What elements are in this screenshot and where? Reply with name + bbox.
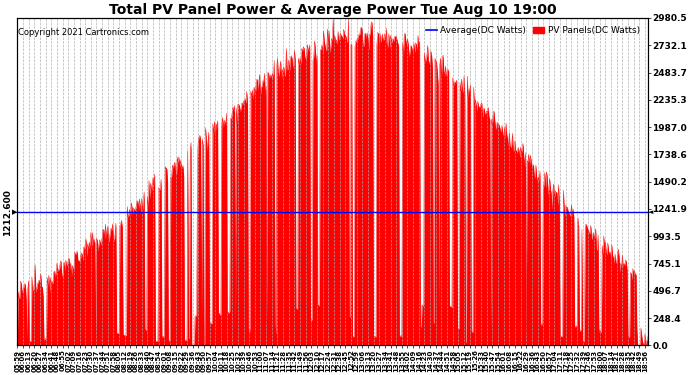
Text: ▶: ▶	[12, 209, 17, 215]
Legend: Average(DC Watts), PV Panels(DC Watts): Average(DC Watts), PV Panels(DC Watts)	[422, 22, 644, 39]
Text: Copyright 2021 Cartronics.com: Copyright 2021 Cartronics.com	[18, 28, 149, 37]
Title: Total PV Panel Power & Average Power Tue Aug 10 19:00: Total PV Panel Power & Average Power Tue…	[109, 3, 557, 17]
Text: ◄: ◄	[648, 209, 653, 215]
